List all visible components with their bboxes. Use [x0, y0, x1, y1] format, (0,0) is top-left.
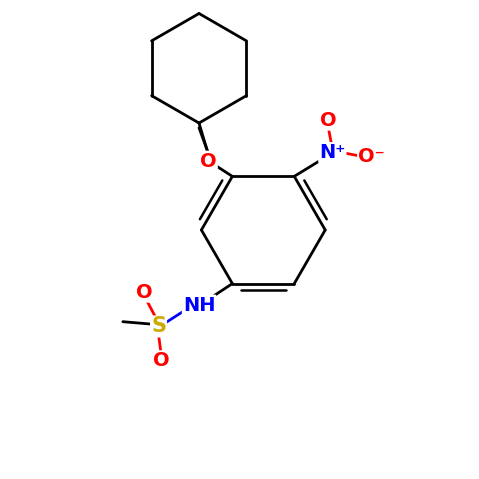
Text: O: O [136, 283, 153, 302]
Text: O: O [153, 351, 169, 370]
Text: N⁺: N⁺ [319, 143, 345, 162]
Text: NH: NH [183, 296, 215, 315]
Text: O⁻: O⁻ [358, 147, 385, 166]
Text: O: O [200, 152, 217, 171]
Text: O: O [320, 111, 337, 130]
Text: S: S [151, 317, 166, 336]
